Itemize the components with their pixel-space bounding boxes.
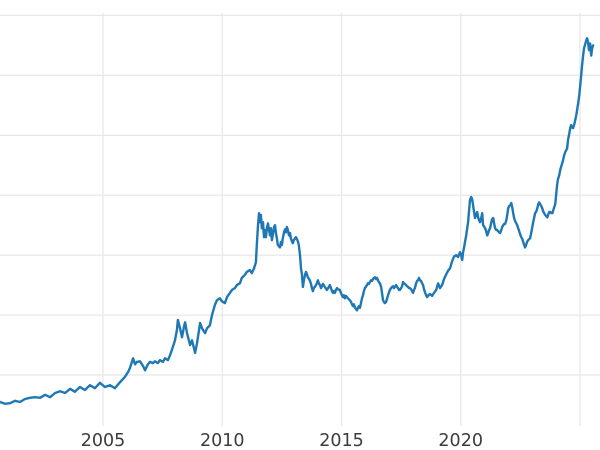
x-tick-label: 2005 — [81, 431, 126, 450]
series-line — [0, 37, 595, 405]
x-tick-label: 2020 — [438, 431, 483, 450]
x-tick-label: 2015 — [319, 431, 364, 450]
x-tick-label: 2010 — [200, 431, 245, 450]
